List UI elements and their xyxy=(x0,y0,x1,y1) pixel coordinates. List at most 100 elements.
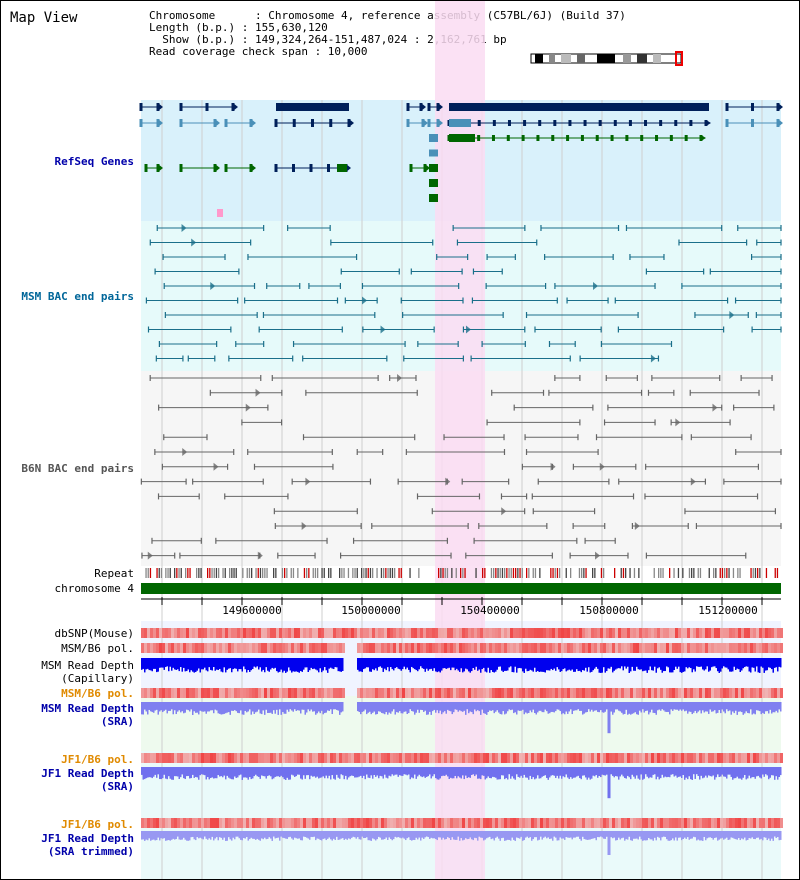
msm-read-depth-sra-bar xyxy=(757,702,759,711)
msm-read-depth-capillary-bar xyxy=(738,658,740,670)
jf1-read-depth-sra-bar xyxy=(154,767,156,775)
jf1-read-depth-sra-bar xyxy=(427,767,429,777)
msm-bac-arrow xyxy=(210,282,216,290)
gene-row2-long-exon xyxy=(674,120,678,126)
msm-read-depth-capillary-bar xyxy=(406,658,408,668)
repeat-element xyxy=(222,568,224,578)
msm-read-depth-sra-bar xyxy=(685,702,687,711)
msm-b6-pol-sra-bin xyxy=(426,688,429,698)
jf1-b6-pol-sra-bin xyxy=(153,753,156,763)
msm-read-depth-capillary-bar xyxy=(603,658,605,668)
jf1-read-depth-sra-bar xyxy=(190,767,192,779)
msm-b6-pol-capillary-bin xyxy=(405,643,408,653)
refseq-genes-label[interactable]: RefSeq Genes xyxy=(54,155,134,168)
jf1-read-depth-trimmed-bar xyxy=(408,831,410,838)
selected-region-highlight[interactable] xyxy=(435,1,485,879)
repeat-element xyxy=(673,568,675,578)
msm-read-depth-capillary-bar xyxy=(579,658,581,671)
msm-b6-pol-capillary-bin xyxy=(219,643,222,653)
dbsnp-bin xyxy=(447,628,450,638)
jf1-read-depth-sra-bar xyxy=(291,767,293,775)
msm-b6-pol-sra-bin xyxy=(726,688,729,698)
jf1-read-depth-sra-bar xyxy=(351,767,353,776)
dbsnp-bin xyxy=(207,628,210,638)
msm-read-depth-sra-bar xyxy=(583,702,585,714)
dbsnp-bin xyxy=(264,628,267,638)
msm-b6-pol-sra-bin xyxy=(645,688,648,698)
jf1-read-depth-trimmed-bar xyxy=(657,831,659,837)
jf1-read-depth-trimmed-bar xyxy=(231,831,233,841)
msm-b6-pol-capillary-bin xyxy=(528,643,531,653)
jf1-read-depth-sra-label[interactable]: JF1 Read Depth xyxy=(41,767,134,780)
b6n-bac-end-pairs-label[interactable]: B6N BAC end pairs xyxy=(21,462,134,475)
msm-b6-pol-capillary-bin xyxy=(462,643,465,653)
msm-read-depth-capillary-bar xyxy=(162,658,164,668)
jf1-read-depth-trimmed-bar xyxy=(168,831,170,841)
gene-row1-4-strand-arrow xyxy=(778,103,783,111)
msm-b6-pol-capillary-bin xyxy=(309,643,312,653)
jf1-read-depth-sra-bar xyxy=(282,767,284,778)
msm-b6-pol-sra-bin xyxy=(540,688,543,698)
msm-read-depth-sra-bar xyxy=(610,702,612,712)
chromosome-ideogram[interactable] xyxy=(529,51,687,67)
jf1-read-depth-sra-bar xyxy=(340,767,342,775)
msm-read-depth-sra-bar xyxy=(645,702,647,712)
msm-read-depth-capillary-bar xyxy=(640,658,642,670)
jf1-read-depth-trimmed-bar xyxy=(346,831,348,840)
jf1-read-depth-trimmed-bar xyxy=(517,831,519,839)
msm-b6-pol-capillary-bin xyxy=(141,643,144,653)
jf1-read-depth-trimmed-bar xyxy=(160,831,162,839)
msm-bac-end-pairs-label[interactable]: MSM BAC end pairs xyxy=(21,290,134,303)
repeat-element xyxy=(550,568,552,578)
msm-b6-pol-sra-bin xyxy=(231,688,234,698)
dbsnp-bin xyxy=(309,628,312,638)
jf1-b6-pol-sra-bin xyxy=(648,753,651,763)
jf1-read-depth-sra-bar xyxy=(657,767,659,777)
jf1-read-depth-sra-bar xyxy=(436,767,438,780)
jf1-read-depth-trimmed-bar xyxy=(334,831,336,841)
dbsnp-bin xyxy=(711,628,714,638)
jf1-read-depth-sra-bar xyxy=(484,767,486,780)
msm-read-depth-capillary-bar xyxy=(276,658,278,672)
jf1-read-depth-sra-bar xyxy=(343,767,345,780)
jf1-b6-pol-trimmed-bin xyxy=(597,818,600,828)
dbsnp-bin xyxy=(330,628,333,638)
msm-read-depth-capillary-bar xyxy=(258,658,260,670)
msm-read-depth-sra-bar xyxy=(598,702,600,713)
repeat-element xyxy=(233,568,235,578)
jf1-read-depth-trimmed-bar xyxy=(201,831,203,839)
msm-read-depth-capillary-bar xyxy=(610,658,612,667)
msm-read-depth-sra-bar xyxy=(294,702,296,710)
msm-read-depth-capillary-bar xyxy=(333,658,335,670)
jf1-b6-pol-trimmed-bin xyxy=(591,818,594,828)
msm-b6-pol-capillary-bin xyxy=(342,643,345,653)
dbsnp-bin xyxy=(558,628,561,638)
msm-read-depth-sra-label[interactable]: MSM Read Depth xyxy=(41,702,134,715)
jf1-b6-pol-sra-bin xyxy=(372,753,375,763)
jf1-read-depth-sra-bar xyxy=(370,767,372,776)
msm-b6-pol-sra-bin xyxy=(387,688,390,698)
msm-read-depth-sra-bar xyxy=(147,702,149,715)
jf1-read-depth-sra-bar xyxy=(396,767,398,775)
msm-read-depth-sra-bar xyxy=(549,702,551,714)
msm-read-depth-capillary-bar xyxy=(664,658,666,672)
jf1-read-depth-trimmed-label[interactable]: JF1 Read Depth xyxy=(41,832,134,845)
dbsnp-bin xyxy=(147,628,150,638)
msm-read-depth-capillary-bar xyxy=(507,658,509,671)
msm-read-depth-capillary-bar xyxy=(442,658,444,669)
repeat-element xyxy=(376,568,378,578)
msm-read-depth-sra-bar xyxy=(723,702,725,712)
jf1-read-depth-sra-bar xyxy=(747,767,749,779)
jf1-read-depth-trimmed-bar xyxy=(360,831,362,840)
jf1-read-depth-trimmed-bar xyxy=(580,831,582,841)
msm-read-depth-capillary-bar xyxy=(540,658,542,672)
b6n-bac-arrow xyxy=(712,403,718,412)
jf1-b6-pol-sra-bin xyxy=(294,753,297,763)
jf1-read-depth-sra-bar xyxy=(624,767,626,778)
msm-b6-pol-capillary-bin xyxy=(426,643,429,653)
jf1-read-depth-trimmed-bar xyxy=(534,831,536,838)
repeat-element xyxy=(534,568,537,578)
jf1-read-depth-sra-bar xyxy=(501,767,503,776)
jf1-read-depth-trimmed-bar xyxy=(625,831,627,840)
